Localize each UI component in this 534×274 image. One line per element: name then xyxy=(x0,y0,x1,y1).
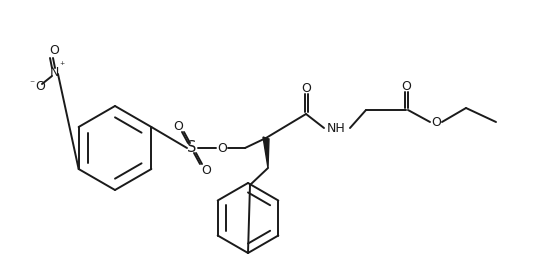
Text: N: N xyxy=(49,65,59,78)
Text: ⁺: ⁺ xyxy=(59,61,65,71)
Text: O: O xyxy=(301,81,311,95)
Text: S: S xyxy=(187,141,197,156)
Text: O: O xyxy=(217,141,227,155)
Text: ⁻: ⁻ xyxy=(29,79,35,89)
Text: O: O xyxy=(35,79,45,93)
Text: O: O xyxy=(201,164,211,176)
Text: NH: NH xyxy=(327,121,345,135)
Text: O: O xyxy=(173,119,183,133)
Text: O: O xyxy=(49,44,59,56)
Text: O: O xyxy=(401,79,411,93)
Text: O: O xyxy=(431,116,441,129)
Polygon shape xyxy=(263,137,269,168)
